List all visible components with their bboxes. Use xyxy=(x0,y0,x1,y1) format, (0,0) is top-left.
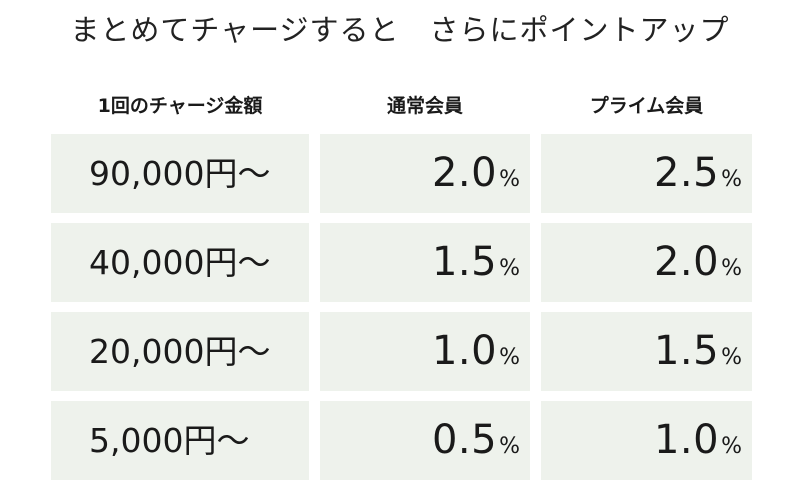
table-header: 1回のチャージ金額 通常会員 プライム会員 xyxy=(0,92,800,120)
percent-unit: % xyxy=(721,345,742,370)
charge-amount: 40,000円～ xyxy=(89,243,271,282)
regular-rate-cell: 0.5% xyxy=(320,401,530,480)
percent-unit: % xyxy=(721,256,742,281)
regular-rate: 0.5% xyxy=(432,401,520,480)
rate-value: 1.5 xyxy=(653,328,720,374)
page-title: まとめてチャージすると さらにポイントアップ xyxy=(70,13,730,47)
rate-value: 2.5 xyxy=(653,150,720,196)
regular-rate: 1.0% xyxy=(432,312,520,391)
regular-rate-cell: 1.0% xyxy=(320,312,530,391)
prime-rate-cell: 2.5% xyxy=(541,134,752,213)
regular-rate-cell: 1.5% xyxy=(320,223,530,302)
charge-amount-cell: 5,000円～ xyxy=(51,401,309,480)
charge-amount-cell: 90,000円～ xyxy=(51,134,309,213)
charge-amount: 5,000円～ xyxy=(89,421,250,460)
charge-amount-cell: 20,000円～ xyxy=(51,312,309,391)
rate-value: 2.0 xyxy=(431,150,498,196)
prime-rate-cell: 2.0% xyxy=(541,223,752,302)
rate-value: 1.0 xyxy=(653,417,720,463)
percent-unit: % xyxy=(499,256,520,281)
percent-unit: % xyxy=(721,167,742,192)
percent-unit: % xyxy=(499,434,520,459)
column-header-prime-member: プライム会員 xyxy=(589,95,704,117)
table-row: 20,000円～ 1.0% 1.5% xyxy=(0,312,800,391)
percent-unit: % xyxy=(499,167,520,192)
prime-rate: 1.5% xyxy=(654,312,742,391)
table-row: 5,000円～ 0.5% 1.0% xyxy=(0,401,800,480)
charge-amount-cell: 40,000円～ xyxy=(51,223,309,302)
rate-value: 2.0 xyxy=(653,239,720,285)
regular-rate: 2.0% xyxy=(432,134,520,213)
rate-value: 1.5 xyxy=(431,239,498,285)
charge-amount: 20,000円～ xyxy=(89,332,271,371)
regular-rate: 1.5% xyxy=(432,223,520,302)
prime-rate: 2.5% xyxy=(654,134,742,213)
prime-rate-cell: 1.5% xyxy=(541,312,752,391)
table-row: 40,000円～ 1.5% 2.0% xyxy=(0,223,800,302)
column-header-charge-amount: 1回のチャージ金額 xyxy=(97,95,263,117)
percent-unit: % xyxy=(721,434,742,459)
prime-rate: 1.0% xyxy=(654,401,742,480)
table-row: 90,000円～ 2.0% 2.5% xyxy=(0,134,800,213)
percent-unit: % xyxy=(499,345,520,370)
charge-amount: 90,000円～ xyxy=(89,154,271,193)
rate-value: 0.5 xyxy=(431,417,498,463)
regular-rate-cell: 2.0% xyxy=(320,134,530,213)
column-header-regular-member: 通常会員 xyxy=(386,95,463,117)
prime-rate-cell: 1.0% xyxy=(541,401,752,480)
rate-value: 1.0 xyxy=(431,328,498,374)
prime-rate: 2.0% xyxy=(654,223,742,302)
